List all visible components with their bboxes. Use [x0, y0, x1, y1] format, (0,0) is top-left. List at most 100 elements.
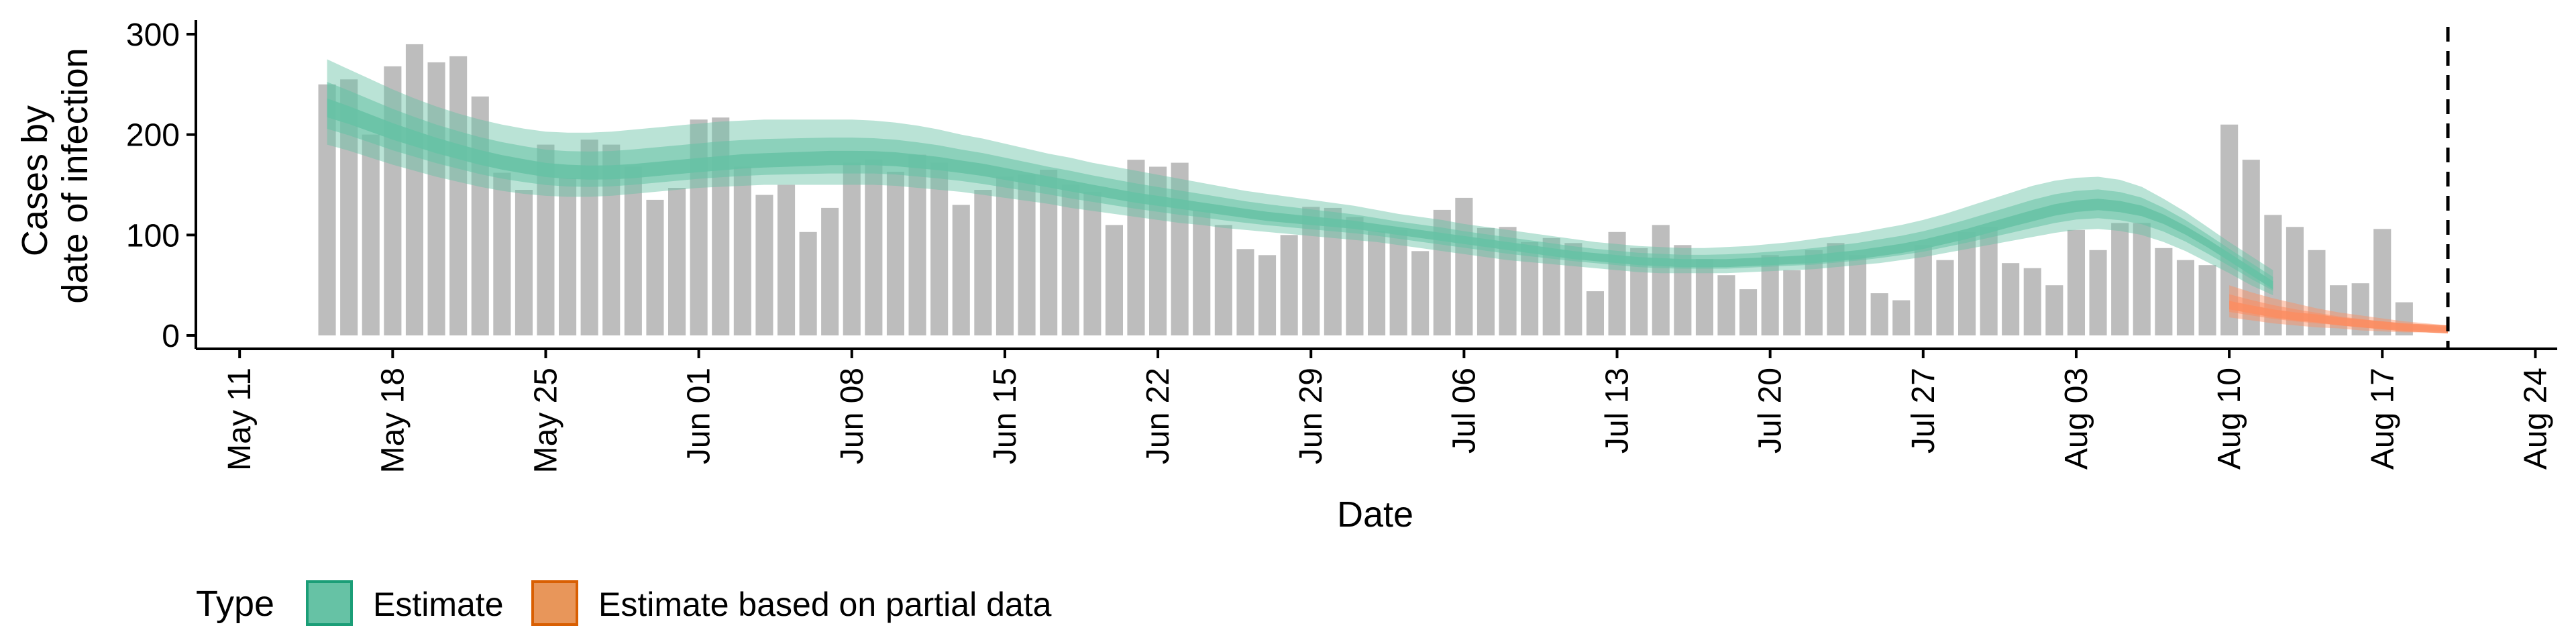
case-bar: [1870, 293, 1888, 335]
case-bar: [908, 154, 926, 335]
legend: Type Estimate Estimate based on partial …: [196, 580, 1052, 626]
case-bar: [1236, 249, 1254, 335]
case-bar: [886, 172, 904, 335]
x-tick-label: Jun 29: [1293, 368, 1329, 464]
case-bar: [1083, 192, 1102, 335]
partial-estimate-core-band: [2229, 301, 2448, 333]
x-tick-label: May 11: [222, 368, 258, 471]
case-bar: [1389, 229, 1407, 335]
case-bar: [668, 188, 686, 335]
case-bar: [1892, 300, 1911, 335]
y-tick-label: 0: [162, 319, 180, 354]
case-bar: [1368, 231, 1386, 335]
case-bar: [821, 207, 839, 335]
case-bar: [559, 178, 577, 335]
case-bar: [843, 162, 861, 335]
x-tick-label: Aug 24: [2518, 368, 2553, 470]
x-tick-label: Jun 01: [682, 368, 717, 464]
case-bar: [646, 199, 664, 335]
y-axis-label-line-1: Cases by: [15, 105, 55, 256]
case-bar: [362, 134, 380, 335]
case-bar: [974, 190, 992, 335]
x-tick-label: Jul 20: [1753, 368, 1788, 453]
case-bar: [1652, 225, 1670, 335]
x-tick-label: Aug 03: [2059, 368, 2094, 470]
case-bar: [1586, 291, 1604, 335]
case-bar: [2198, 265, 2216, 335]
case-bar: [1849, 255, 1867, 335]
y-ticks: 0 100 200 300: [126, 17, 196, 354]
x-axis-label: Date: [1337, 494, 1413, 535]
case-bar: [1061, 184, 1079, 335]
x-tick-label: Jun 08: [835, 368, 870, 464]
x-tick-label: Jul 13: [1600, 368, 1635, 453]
case-bar: [493, 172, 511, 335]
case-bar: [1346, 217, 1364, 335]
case-bar: [2089, 250, 2107, 335]
case-bar: [1280, 235, 1298, 335]
x-tick-label: Jun 22: [1140, 368, 1176, 464]
case-bar: [1936, 260, 1954, 335]
legend-title: Type: [196, 584, 274, 624]
x-tick-label: Jun 15: [987, 368, 1023, 464]
case-bar: [865, 160, 883, 335]
case-bar: [2373, 229, 2392, 335]
case-bar: [1783, 270, 1801, 335]
x-tick-label: Aug 10: [2212, 368, 2247, 470]
case-bar: [1411, 251, 1430, 335]
x-tick-label: Aug 17: [2365, 368, 2400, 470]
y-tick-label: 100: [126, 218, 180, 254]
case-bar: [1717, 275, 1735, 335]
x-tick-label: May 25: [529, 368, 564, 473]
x-tick-label: Jul 06: [1446, 368, 1482, 453]
case-bar: [1455, 197, 1473, 335]
case-bar: [624, 166, 642, 335]
case-bar: [799, 231, 817, 335]
case-bar: [1695, 259, 1713, 335]
case-bar: [777, 184, 796, 335]
y-tick-label: 200: [126, 118, 180, 154]
case-bar: [1608, 231, 1626, 335]
case-bar: [2002, 263, 2020, 335]
case-bar: [2155, 248, 2173, 335]
case-bar: [1105, 225, 1123, 335]
case-bar: [2111, 223, 2129, 335]
y-axis-label-line-2: date of infection: [55, 48, 95, 303]
case-bar: [2045, 285, 2063, 335]
case-bar: [733, 166, 751, 335]
case-bar: [1258, 255, 1277, 335]
case-bar: [1193, 209, 1211, 335]
case-bar: [2330, 285, 2348, 335]
case-bar: [952, 205, 970, 335]
legend-label-partial: Estimate based on partial data: [598, 586, 1052, 623]
case-bar: [755, 195, 773, 335]
case-bar: [1739, 289, 1758, 335]
case-bar: [2023, 268, 2041, 335]
axes-layer: [195, 20, 2557, 350]
legend-swatch-estimate: [306, 580, 353, 626]
case-bar: [2176, 260, 2194, 335]
legend-swatch-partial: [531, 580, 578, 626]
case-bar: [996, 176, 1014, 335]
case-bar: [1914, 245, 1932, 335]
case-bar: [930, 162, 949, 335]
case-bar: [1761, 255, 1779, 335]
y-tick-label: 300: [126, 17, 180, 53]
partial-estimate-outer-band: [2229, 285, 2448, 333]
case-bar: [1214, 225, 1232, 335]
y-axis-label: Cases by date of infection: [15, 48, 95, 303]
bands-layer: [327, 59, 2448, 333]
case-bar: [449, 56, 468, 336]
x-ticks: May 11 May 18 May 25 Jun 01 Jun 08 Jun 15 Jun …: [222, 349, 2553, 473]
case-bar: [427, 62, 445, 336]
case-bar: [405, 44, 423, 336]
case-bar: [2067, 229, 2085, 335]
case-bar: [515, 190, 533, 335]
case-bar: [1018, 174, 1036, 335]
case-bar: [1521, 241, 1539, 335]
x-tick-label: May 18: [375, 368, 411, 473]
x-tick-label: Jul 27: [1906, 368, 1941, 453]
case-bar: [1040, 170, 1058, 335]
case-bar: [2133, 223, 2151, 335]
